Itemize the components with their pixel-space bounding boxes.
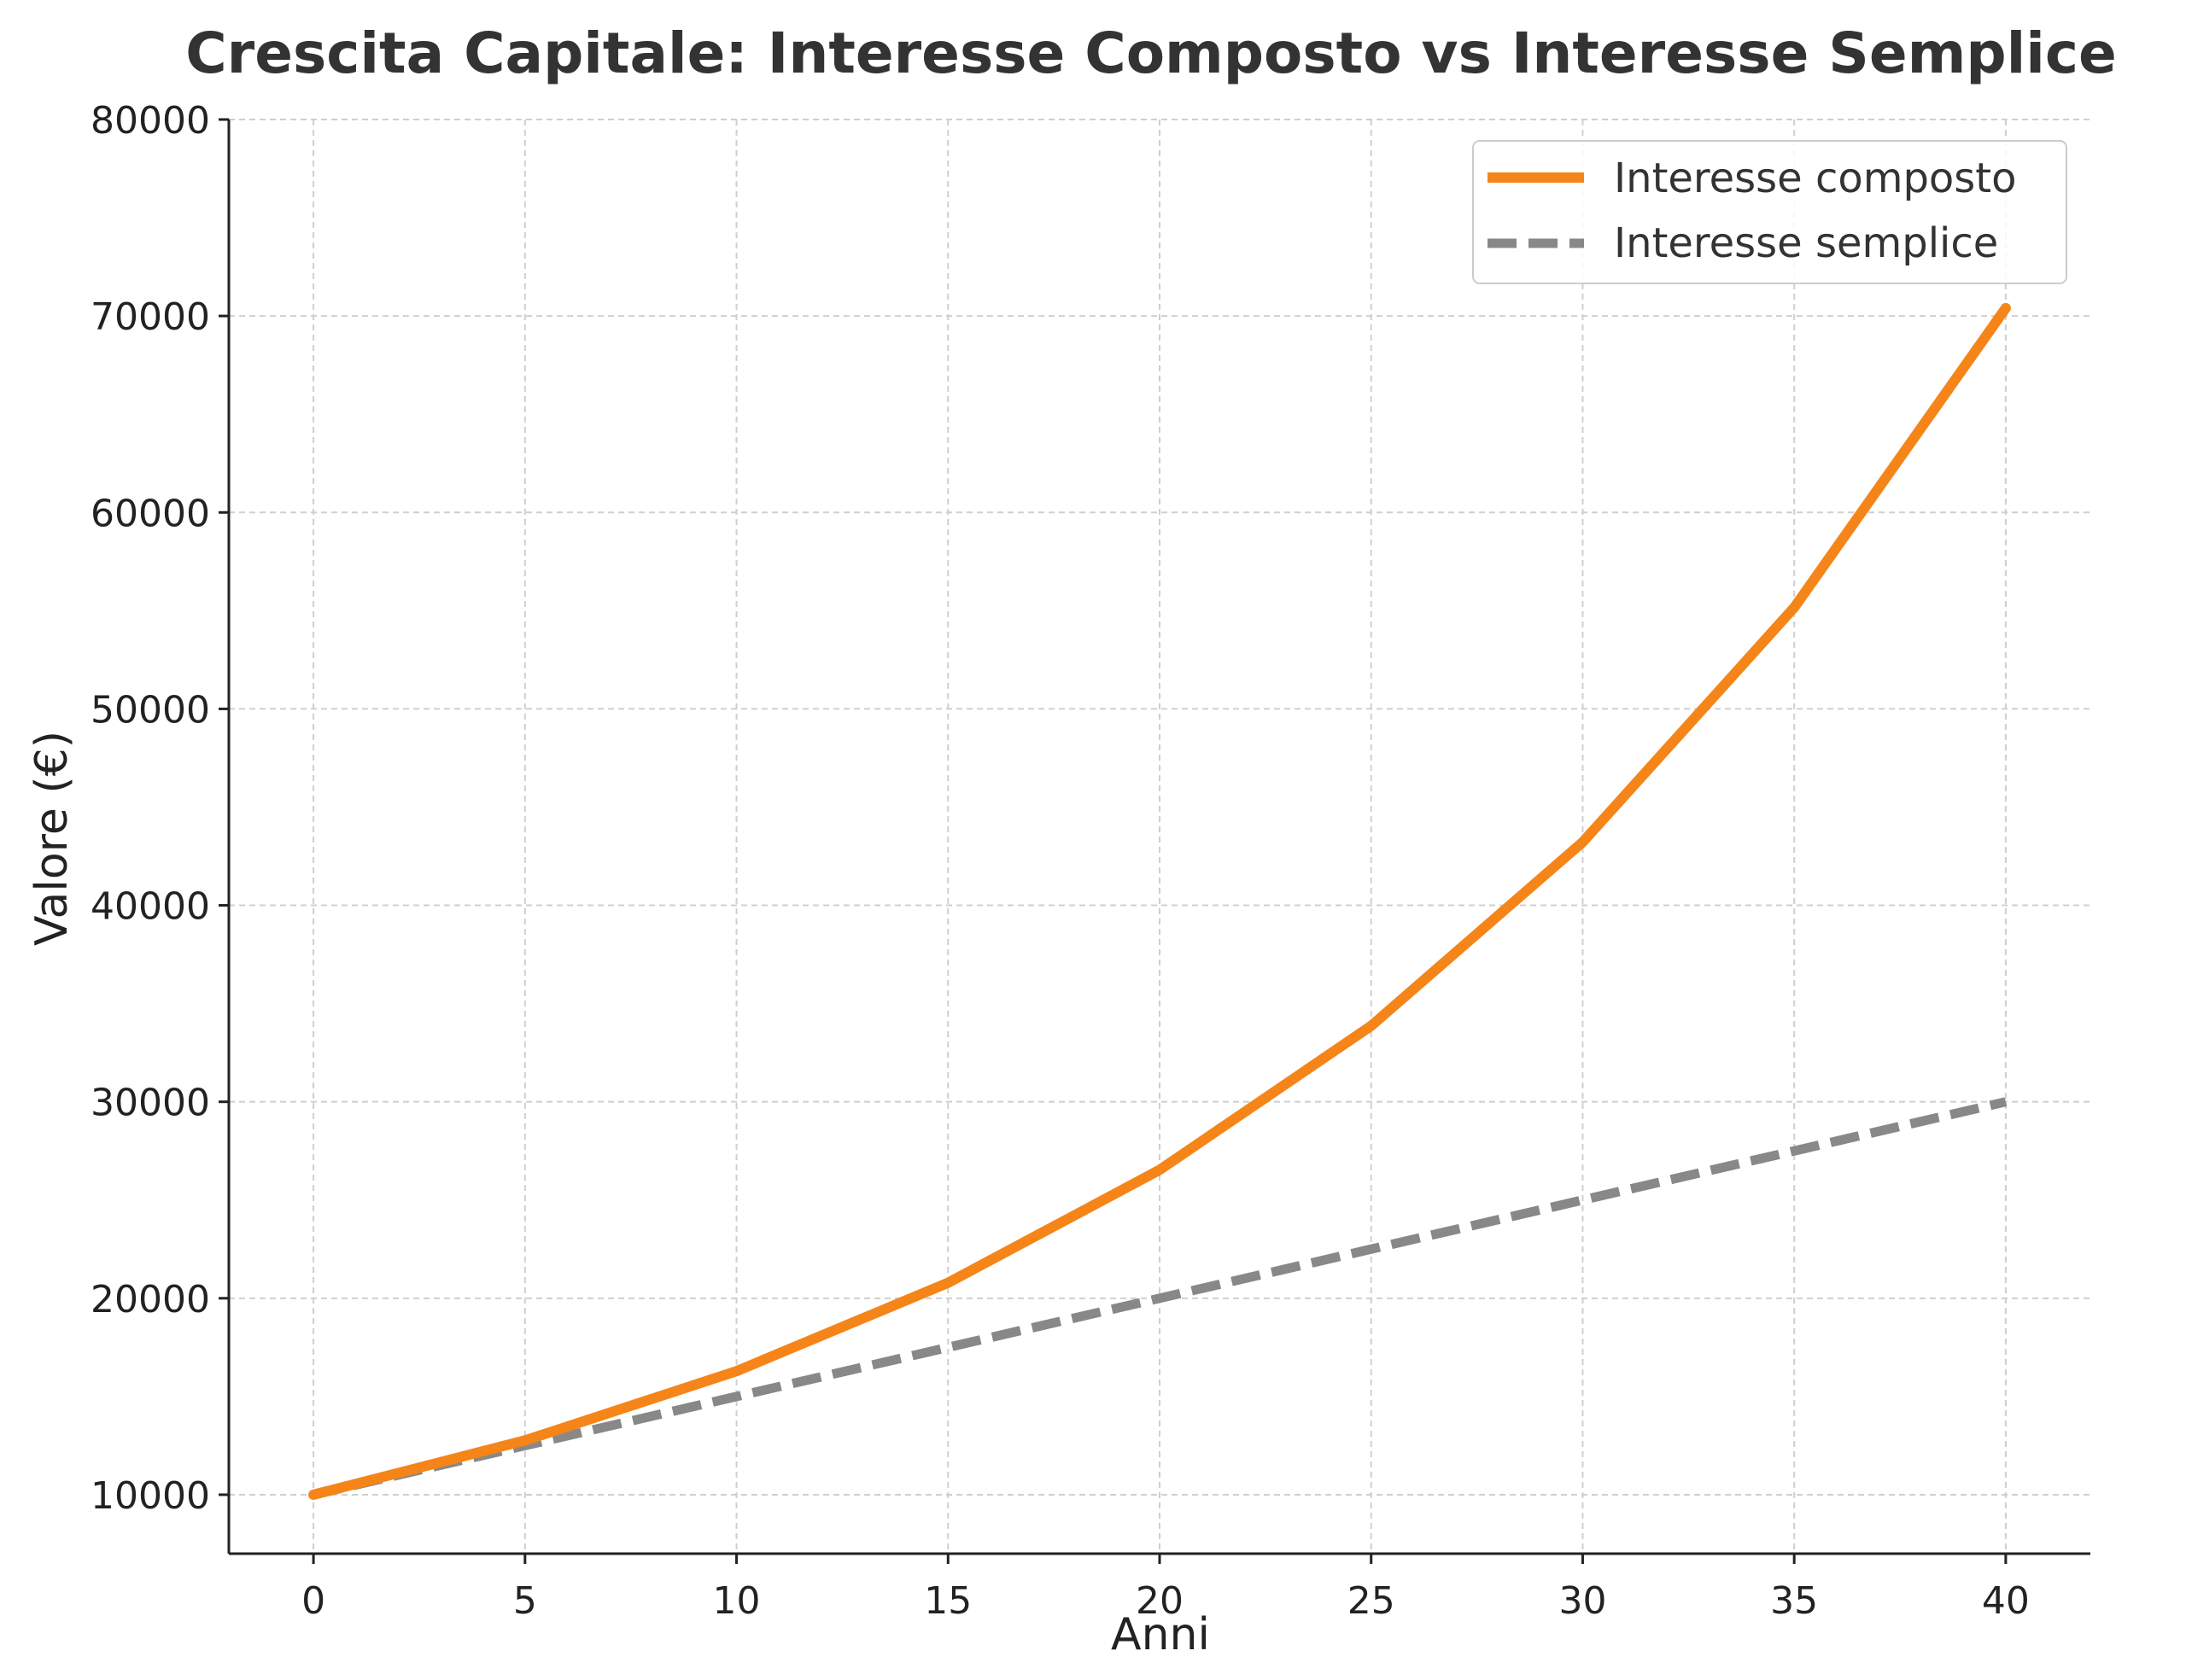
y-tick-label: 80000 (91, 99, 210, 143)
series (308, 302, 2011, 1500)
legend: Interesse composto Interesse semplice (1472, 140, 2067, 284)
series-line-simple (312, 1097, 2008, 1500)
x-tick-label: 35 (1770, 1579, 1818, 1623)
x-tick-label: 30 (1558, 1579, 1606, 1623)
x-tick-label: 0 (301, 1579, 325, 1623)
y-tick-label: 60000 (91, 492, 210, 535)
x-tick-label: 5 (513, 1579, 537, 1623)
x-tick-label: 15 (924, 1579, 972, 1623)
y-tick-label: 40000 (91, 885, 210, 929)
y-tick-label: 30000 (91, 1082, 210, 1125)
x-tick-label: 20 (1136, 1579, 1184, 1623)
series-line-compound (308, 302, 2011, 1500)
x-tick-label: 25 (1347, 1579, 1395, 1623)
legend-box (1472, 140, 2067, 284)
y-axis-label: Valore (€) (26, 731, 78, 946)
y-tick-label: 10000 (91, 1474, 210, 1518)
y-tick-label: 50000 (91, 688, 210, 732)
legend-label-compound: Interesse composto (1614, 155, 2017, 202)
chart-title: Crescita Capitale: Interesse Composto vs… (185, 20, 2117, 86)
y-tick-label: 20000 (91, 1278, 210, 1321)
legend-label-simple: Interesse semplice (1614, 219, 1998, 267)
ticks: 0 5 10 15 20 25 30 35 40 10000 20000 30000 40000 5000… (91, 99, 2030, 1623)
y-tick-label: 70000 (91, 295, 210, 339)
grid (229, 119, 2090, 1554)
x-axis-label: Anni (1111, 1609, 1210, 1660)
x-tick-label: 40 (1982, 1579, 2030, 1623)
x-tick-label: 10 (713, 1579, 761, 1623)
